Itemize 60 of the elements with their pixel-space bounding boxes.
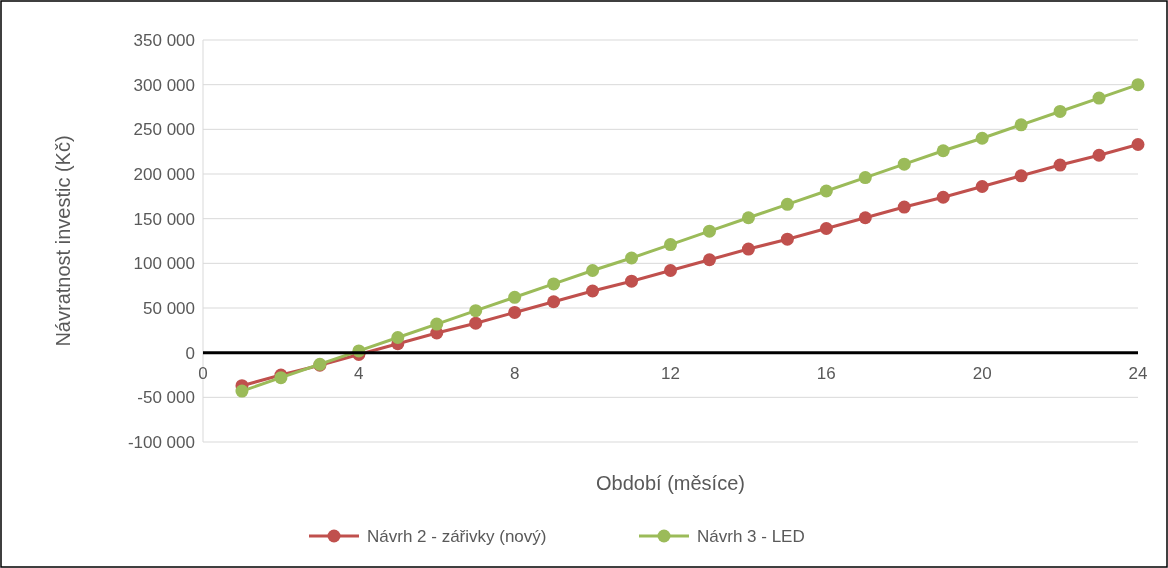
y-tick-label: -100 000 — [127, 432, 195, 452]
point — [235, 384, 249, 398]
point — [547, 277, 561, 291]
legend-label: Návrh 3 - LED — [697, 526, 805, 546]
point — [625, 251, 639, 265]
y-tick-label: 300 000 — [133, 75, 195, 95]
x-tick-label: 24 — [1128, 363, 1148, 383]
point — [1053, 104, 1067, 118]
point — [469, 304, 483, 318]
point — [741, 211, 755, 225]
point — [702, 224, 716, 238]
point — [547, 295, 561, 309]
point — [975, 180, 989, 194]
x-tick-label: 20 — [972, 363, 992, 383]
point — [508, 290, 522, 304]
x-tick-label: 4 — [354, 363, 364, 383]
point — [586, 263, 600, 277]
point — [858, 211, 872, 225]
x-tick-label: 0 — [198, 363, 208, 383]
y-axis-title: Návratnost investic (Kč) — [52, 135, 74, 347]
point — [897, 200, 911, 214]
y-tick-label: 200 000 — [133, 164, 195, 184]
point — [625, 274, 639, 288]
point — [586, 284, 600, 298]
point — [664, 263, 677, 277]
point — [1053, 158, 1067, 172]
y-tick-label: 50 000 — [143, 298, 195, 318]
legend-label: Návrh 2 - zářivky (nový) — [367, 526, 547, 546]
point — [936, 190, 950, 204]
y-tick-label: 100 000 — [133, 254, 195, 274]
x-tick-label: 12 — [661, 363, 680, 383]
point — [975, 131, 989, 145]
point — [819, 221, 833, 235]
point — [702, 253, 716, 267]
point — [936, 144, 950, 158]
point — [1131, 138, 1145, 152]
point — [1014, 118, 1028, 132]
point — [1092, 91, 1106, 105]
point — [780, 197, 794, 211]
point — [1131, 78, 1145, 92]
point — [780, 232, 794, 246]
y-tick-label: 350 000 — [133, 30, 195, 50]
y-tick-label: -50 000 — [137, 388, 195, 408]
x-axis-title: Období (měsíce) — [596, 472, 745, 494]
x-tick-label: 16 — [816, 363, 836, 383]
x-tick-label: 8 — [509, 363, 520, 383]
point — [430, 317, 444, 331]
point — [1014, 169, 1028, 183]
point — [508, 305, 522, 319]
y-tick-label: 150 000 — [133, 209, 195, 229]
point — [664, 238, 677, 252]
point — [1092, 148, 1106, 162]
y-tick-label: 0 — [185, 343, 195, 363]
point — [469, 316, 483, 330]
point — [897, 157, 911, 171]
point — [819, 184, 833, 198]
point — [858, 171, 872, 185]
point — [391, 330, 405, 344]
point — [741, 242, 755, 256]
y-tick-label: 250 000 — [133, 120, 195, 140]
